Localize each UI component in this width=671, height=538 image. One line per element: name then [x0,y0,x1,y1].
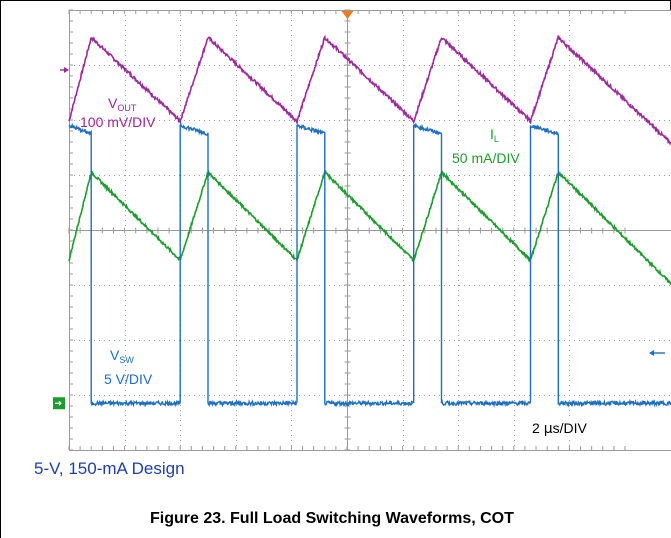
vsw-label-main: V [110,347,120,363]
ground-reference-icon [55,400,62,406]
design-caption: 5-V, 150-mA Design [34,459,185,478]
il-label-main: I [490,126,494,142]
il-label: IL [490,126,499,144]
time-scale-background [526,418,616,438]
vout-label-main: V [108,95,118,111]
scope-grid [68,9,671,451]
time-scale-suffix: s/DIV [553,420,588,436]
vsw-label-sub: SW [119,355,134,365]
page-border-top [0,0,671,1]
vsw-trace [68,121,671,408]
time-scale-label: 2 μs/DIV [532,420,587,437]
time-scale-prefix: 2 [532,420,544,436]
il-trace [68,169,671,286]
il-scale-label: 50 mA/DIV [452,150,520,166]
time-scale-mu: μ [544,421,553,437]
vsw-label: VSW [110,347,134,365]
trigger-position-icon [341,11,354,19]
scope-markers [53,11,665,410]
vout-scale-label: 100 mV/DIV [80,114,156,130]
page-border-left [0,0,1,538]
il-label-sub: L [494,134,499,144]
offscreen-indicator-icon [649,350,654,356]
vout-trace [68,34,671,146]
vsw-scale-label: 5 V/DIV [104,371,153,387]
oscilloscope-display: VOUT 100 mV/DIV IL 50 mA/DIV VSW 5 V/DIV… [53,9,671,451]
scope-traces [68,34,671,408]
vout-channel-arrow-icon [64,67,69,73]
vout-label-sub: OUT [117,103,137,113]
vout-label: VOUT [108,95,137,113]
figure-title: Figure 23. Full Load Switching Waveforms… [150,510,514,527]
